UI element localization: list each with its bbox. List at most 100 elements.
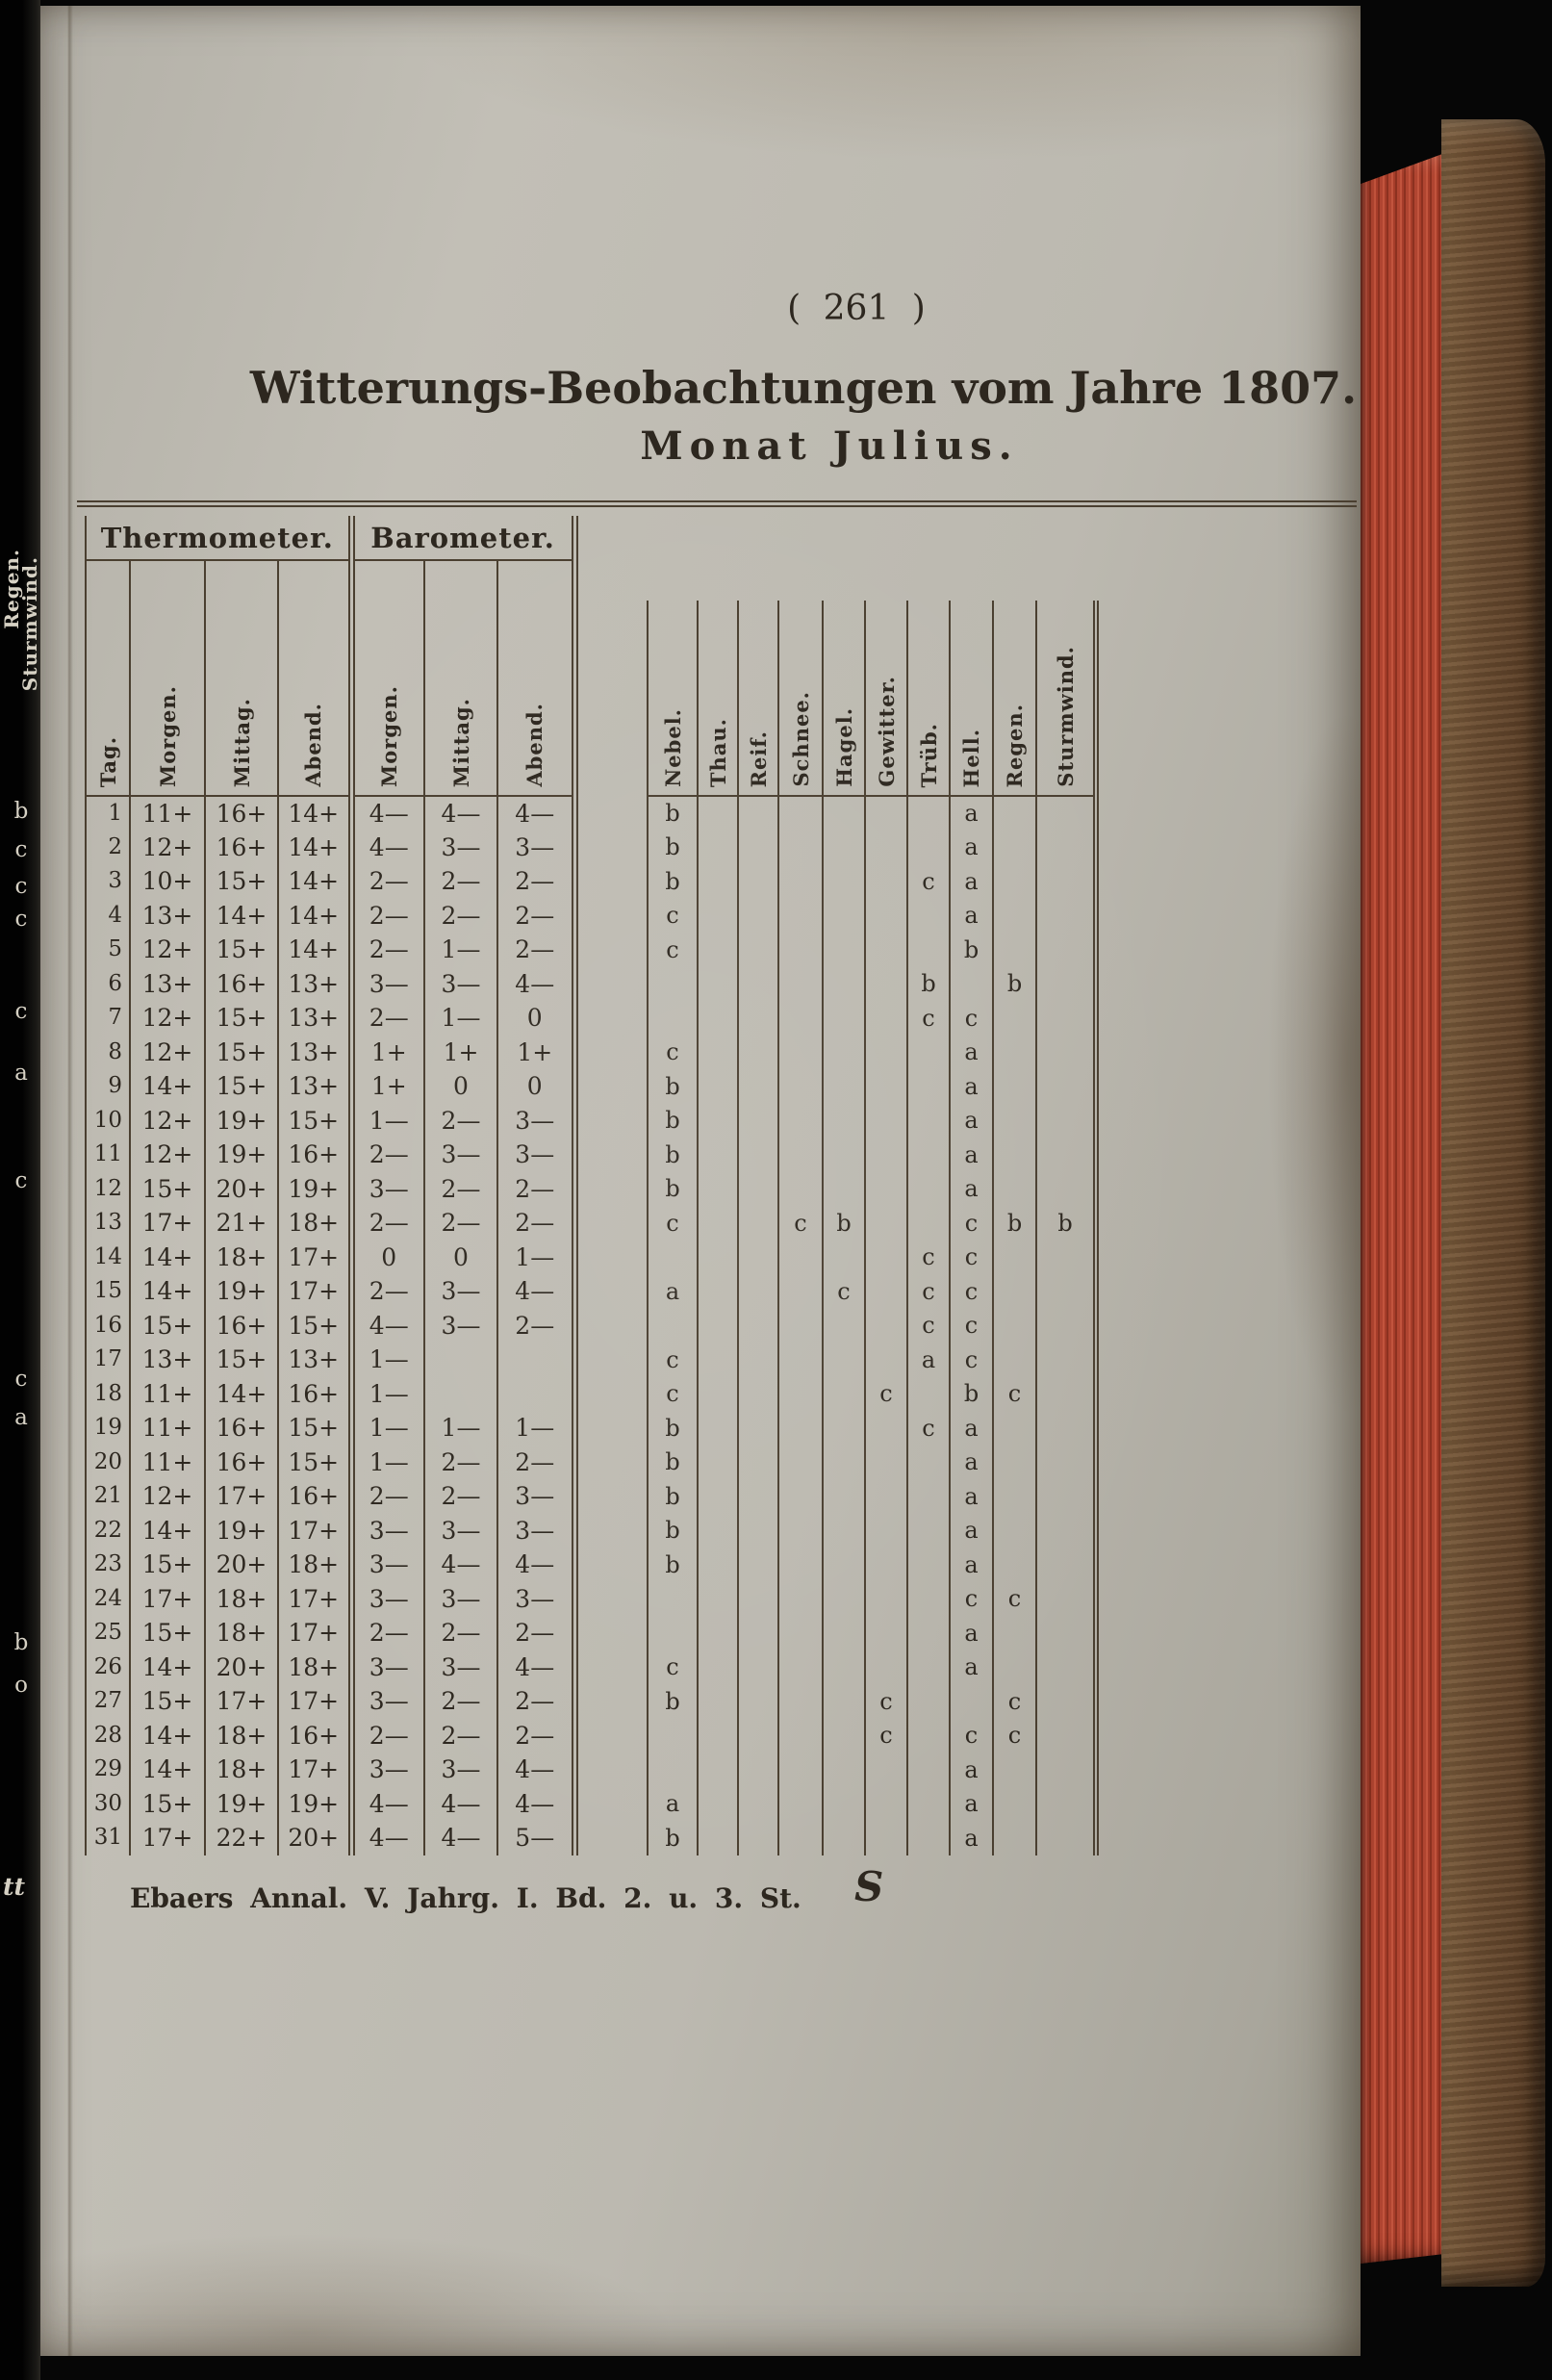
reading-cell: 2— — [347, 1718, 424, 1753]
weather-cell — [822, 933, 865, 967]
reading-cell: 1— — [423, 933, 497, 967]
reading-cell: 19+ — [204, 1103, 278, 1138]
weather-cell: c — [906, 1308, 950, 1343]
reading-cell: 3— — [423, 1308, 497, 1343]
weather-column-header-7: Hell. — [949, 601, 993, 797]
weather-cell — [906, 1138, 950, 1172]
weather-cell — [697, 1240, 738, 1274]
day-row-1: 1 11+ 16+ 14+ 4— 4— 4— — [85, 796, 578, 831]
reading-cell: 2— — [347, 1138, 424, 1172]
weather-cell — [992, 1308, 1036, 1343]
reading-cell: 14+ — [277, 864, 351, 899]
reading-cell: 1— — [347, 1411, 424, 1446]
facing-page-letter: b — [13, 799, 29, 824]
weather-cell: c — [777, 1206, 823, 1241]
weather-cell: b — [647, 1103, 698, 1138]
weather-cell — [777, 1308, 823, 1343]
reading-cell: 14+ — [129, 1753, 205, 1787]
weather-cell — [992, 796, 1036, 831]
reading-cell: 1— — [347, 1343, 424, 1377]
weather-cell — [777, 1684, 823, 1719]
book-cover — [1441, 119, 1545, 2287]
weather-cell: a — [949, 1616, 993, 1651]
weather-cell — [647, 1001, 698, 1036]
reading-cell: 2— — [347, 1479, 424, 1514]
weather-cell — [822, 898, 865, 933]
weather-cell: c — [992, 1718, 1036, 1753]
reading-cell: 12+ — [129, 1138, 205, 1172]
reading-cell: 17+ — [129, 1206, 205, 1241]
weather-cell — [864, 1753, 907, 1787]
column-header-label: Mittag. — [448, 697, 473, 787]
weather-cell — [647, 1718, 698, 1753]
weather-cell: c — [647, 1035, 698, 1069]
page-subtitle: Monat Julius. — [640, 423, 1019, 469]
reading-cell — [496, 1343, 578, 1377]
reading-cell: 4— — [347, 1786, 424, 1821]
weather-cell — [992, 1445, 1036, 1479]
reading-cell: 11+ — [129, 1445, 205, 1479]
reading-cell: 14+ — [129, 1240, 205, 1274]
reading-cell: 0 — [423, 1240, 497, 1274]
weather-cell — [822, 796, 865, 831]
weather-cell — [737, 1786, 778, 1821]
weather-cell — [864, 1206, 907, 1241]
day-cell: 7 — [85, 1001, 130, 1036]
weather-cell — [737, 796, 778, 831]
day-cell: 10 — [85, 1103, 130, 1138]
weather-cell: a — [906, 1343, 950, 1377]
weather-cell — [992, 933, 1036, 967]
reading-cell: 12+ — [129, 830, 205, 864]
weather-cell — [992, 1786, 1036, 1821]
weather-cell — [697, 1616, 738, 1651]
weather-column-header-4: Hagel. — [822, 601, 865, 797]
weather-cell: b — [647, 1411, 698, 1446]
weather-cell — [777, 1103, 823, 1138]
weather-cell: c — [647, 1206, 698, 1241]
reading-cell: 18+ — [204, 1581, 278, 1616]
day-cell: 9 — [85, 1069, 130, 1104]
reading-cell: 2— — [496, 1206, 578, 1241]
weather-cell: b — [647, 1445, 698, 1479]
weather-cell — [822, 1376, 865, 1411]
day-cell: 5 — [85, 933, 130, 967]
reading-cell: 14+ — [204, 898, 278, 933]
weather-column-header-9: Sturmwind. — [1035, 601, 1099, 797]
reading-cell: 15+ — [277, 1103, 351, 1138]
weather-cell — [697, 796, 738, 831]
weather-cell — [822, 1035, 865, 1069]
reading-cell: 3— — [347, 1171, 424, 1206]
reading-cell: 20+ — [204, 1650, 278, 1684]
weather-cell — [1035, 898, 1099, 933]
weather-cell — [906, 1206, 950, 1241]
weather-cell: a — [647, 1274, 698, 1309]
weather-cell — [777, 1001, 823, 1036]
weather-cell — [906, 1753, 950, 1787]
weather-cell — [777, 830, 823, 864]
weather-cell — [992, 1821, 1036, 1855]
weather-cell — [777, 1138, 823, 1172]
reading-cell: 3— — [496, 1581, 578, 1616]
weather-cell — [1035, 1138, 1099, 1172]
weather-cell: a — [949, 1548, 993, 1582]
day-row-11: 11 12+ 19+ 16+ 2— 3— 3— — [85, 1138, 578, 1172]
reading-cell: 1— — [496, 1411, 578, 1446]
day-row-31: 31 17+ 22+ 20+ 4— 4— 5— — [85, 1821, 578, 1855]
weather-cell — [822, 1786, 865, 1821]
weather-cell — [949, 1684, 993, 1719]
reading-cell: 17+ — [129, 1581, 205, 1616]
weather-cell: b — [647, 1138, 698, 1172]
weather-cell — [737, 1274, 778, 1309]
weather-cell — [697, 1548, 738, 1582]
weather-cell — [777, 1274, 823, 1309]
weather-cell — [737, 1343, 778, 1377]
weather-cell — [1035, 1411, 1099, 1446]
weather-cell — [697, 1581, 738, 1616]
weather-cell: a — [949, 1786, 993, 1821]
